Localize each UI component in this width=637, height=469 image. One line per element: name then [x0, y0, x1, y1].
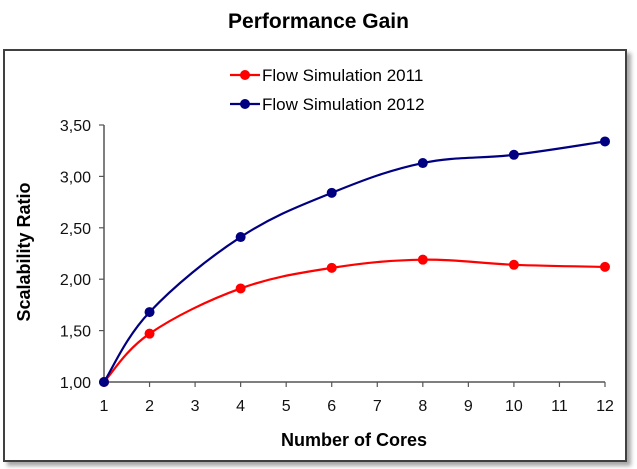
- y-tick-label: 3,50: [60, 118, 91, 135]
- x-tick-label: 6: [327, 398, 336, 415]
- y-axis-title: Scalability Ratio: [14, 182, 34, 321]
- y-tick-label: 1,00: [60, 375, 91, 392]
- legend-label: Flow Simulation 2011: [262, 66, 423, 85]
- x-tick-label: 4: [236, 398, 245, 415]
- y-tick-label: 2,00: [60, 272, 91, 289]
- series-group: [99, 136, 610, 387]
- x-tick-label: 12: [596, 398, 614, 415]
- legend-label: Flow Simulation 2012: [262, 95, 425, 114]
- data-point: [600, 136, 610, 147]
- x-tick-label: 7: [373, 398, 382, 415]
- data-point: [144, 328, 155, 339]
- series-2011: [99, 254, 610, 387]
- legend-marker: [240, 70, 250, 80]
- chart-title: Performance Gain: [228, 10, 409, 33]
- x-tick-label: 2: [145, 398, 154, 415]
- x-tick-label: 11: [551, 398, 568, 415]
- x-tick-label: 8: [418, 398, 427, 415]
- legend-item: Flow Simulation 2012: [230, 95, 425, 114]
- series-line: [103, 258, 606, 383]
- legend-marker: [240, 99, 250, 109]
- x-tick-label: 9: [464, 398, 473, 415]
- legend: Flow Simulation 2011 Flow Simulation 2012: [230, 66, 425, 114]
- data-point: [144, 307, 155, 318]
- data-point: [417, 254, 428, 265]
- series-2012: [99, 136, 610, 387]
- data-point: [99, 377, 109, 387]
- data-point: [600, 261, 610, 272]
- data-point: [508, 149, 519, 160]
- x-tick-label: 10: [505, 398, 523, 415]
- y-tick-label: 3,00: [60, 169, 91, 186]
- axes: 1 2 3 4 5 6 7 8 9 10 11 121,001,502,002,503,003,50: [60, 118, 614, 415]
- chart-frame: [3, 49, 627, 462]
- y-tick-label: 2,50: [60, 221, 91, 238]
- data-point: [508, 259, 519, 270]
- data-point: [326, 187, 337, 198]
- x-axis-title: Number of Cores: [281, 430, 427, 450]
- data-point: [235, 232, 246, 243]
- data-point: [326, 262, 337, 273]
- legend-item: Flow Simulation 2011: [230, 66, 423, 85]
- data-point: [235, 283, 246, 294]
- y-tick-label: 1,50: [60, 324, 91, 341]
- x-tick-label: 5: [282, 398, 291, 415]
- x-tick-label: 3: [191, 398, 200, 415]
- x-tick-label: 1: [100, 398, 109, 415]
- data-point: [417, 158, 428, 169]
- series-line: [103, 140, 606, 383]
